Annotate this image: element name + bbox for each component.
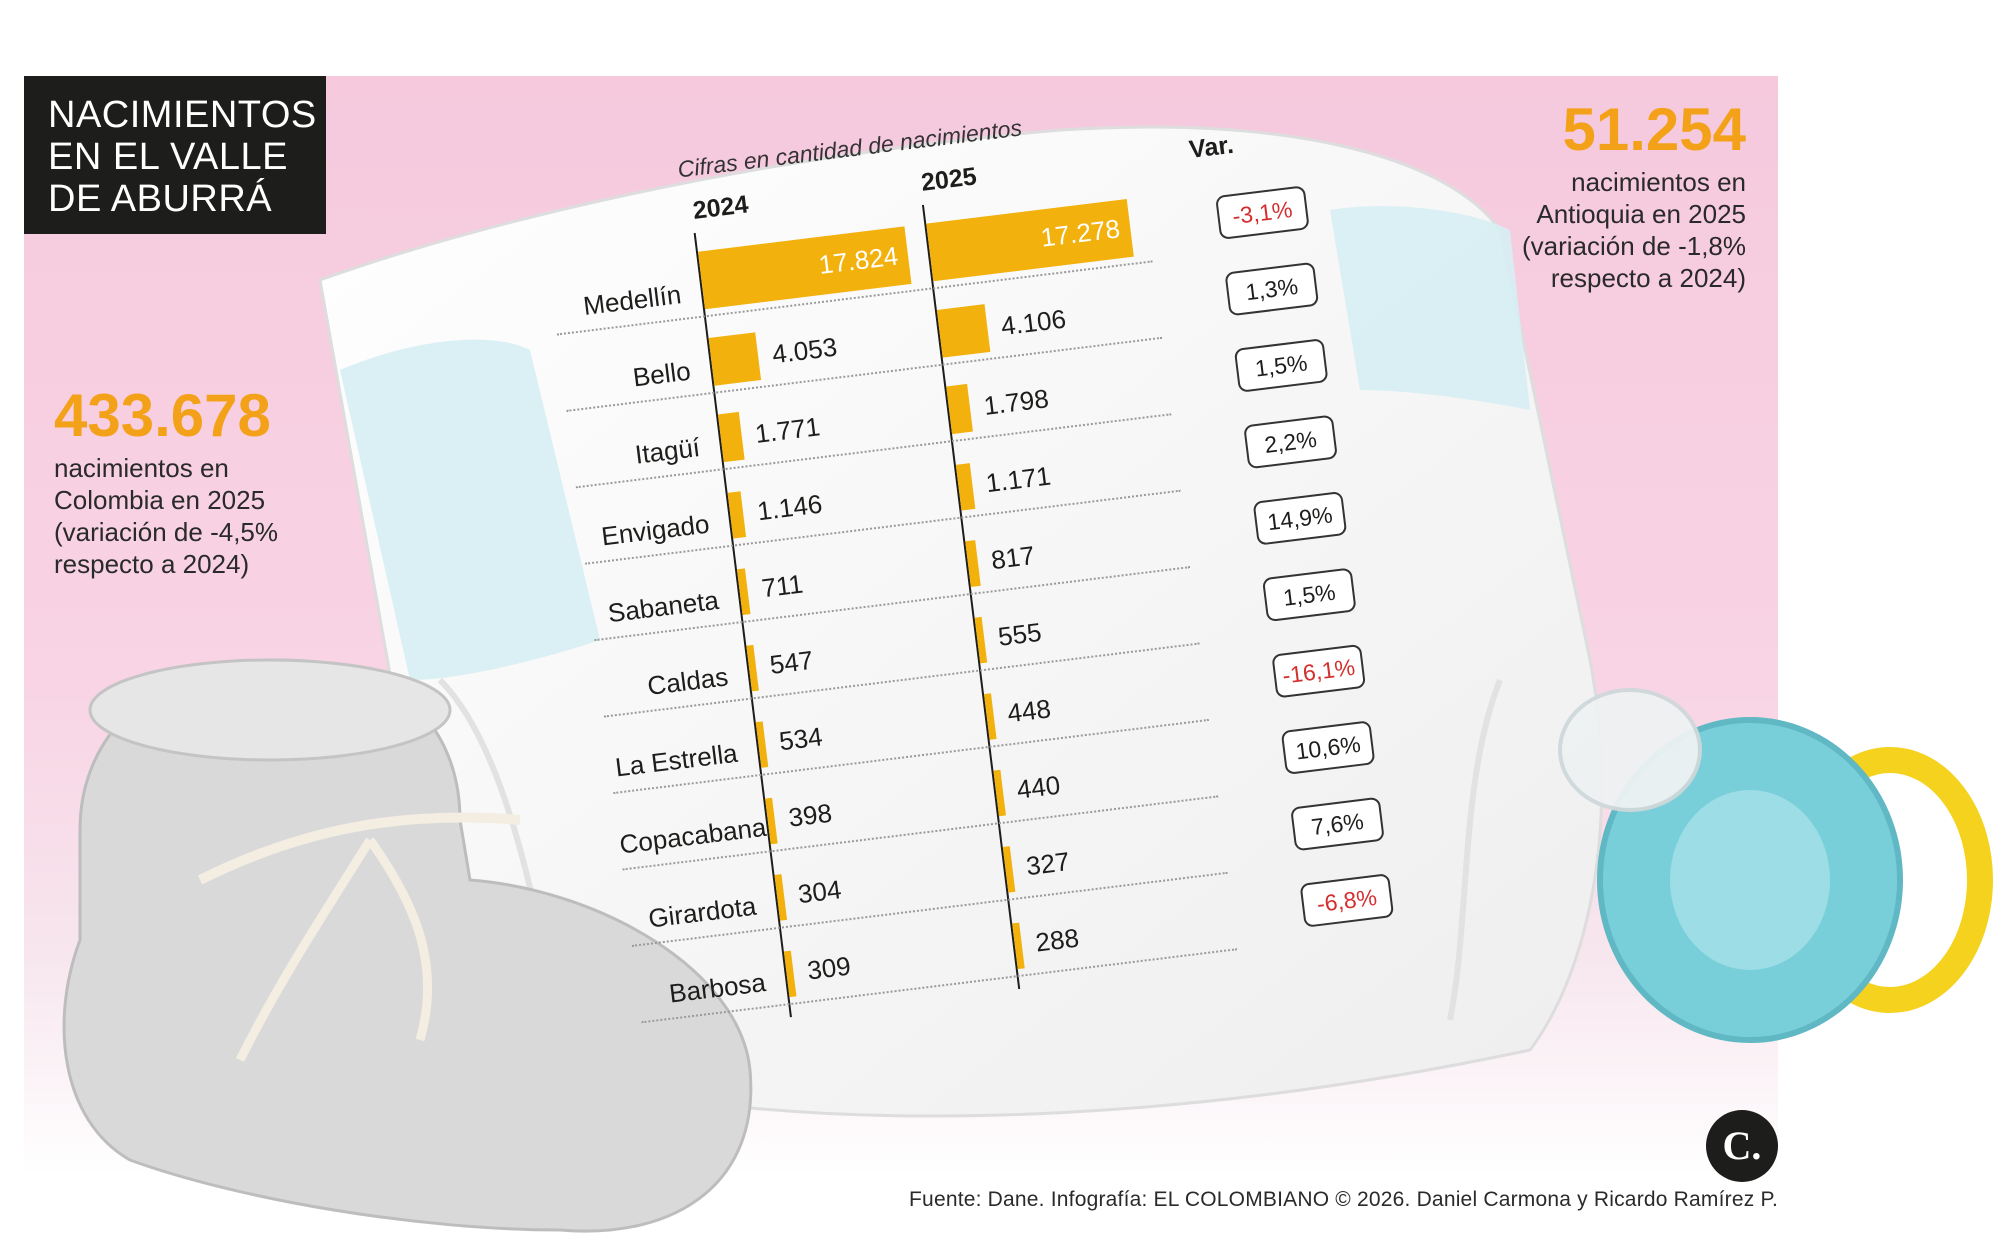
colombia-births-value: 433.678 [54, 382, 271, 449]
bar-2024 [774, 874, 788, 921]
stat-line: Antioquia en 2025 [1536, 199, 1746, 229]
value-label-2025: 817 [989, 540, 1037, 576]
value-label-2025: 555 [996, 616, 1044, 652]
bar-2025 [946, 383, 973, 435]
value-label-2024: 1.771 [753, 411, 822, 449]
variation-badge: -3,1% [1215, 185, 1310, 240]
bar-2025 [984, 693, 997, 740]
variation-badge: 1,5% [1233, 338, 1329, 393]
title-box: NACIMIENTOS EN EL VALLE DE ABURRÁ [24, 76, 326, 234]
value-label-2024: 398 [786, 797, 834, 833]
stat-line: (variación de -4,5% [54, 517, 278, 547]
bar-2025 [1012, 922, 1025, 970]
value-label-2024: 534 [777, 721, 825, 757]
value-label-2025: 1.798 [982, 383, 1051, 421]
variation-badge: 2,2% [1243, 414, 1338, 470]
value-label-2024: 309 [805, 950, 853, 986]
value-label-2024: 1.146 [755, 488, 824, 527]
bar-2024 [746, 644, 759, 692]
header-variation: Var. [1187, 130, 1236, 164]
city-label: Sabaneta [606, 584, 721, 629]
bar-2024 [755, 721, 769, 768]
city-label: Caldas [645, 661, 730, 701]
variation-badge: 10,6% [1280, 720, 1376, 775]
value-label-2024: 4.053 [770, 331, 839, 370]
city-label: Medellín [581, 279, 683, 321]
stat-line: nacimientos en [54, 453, 229, 483]
bar-2025 [955, 463, 976, 511]
baby-bootie-illustration [62, 658, 753, 1233]
title-line-1: NACIMIENTOS [48, 94, 317, 136]
value-label-2024: 304 [796, 874, 843, 910]
antioquia-births-description: nacimientos en Antioquia en 2025 (variac… [1522, 166, 1746, 294]
bar-2024 [736, 568, 751, 615]
bar-2025 [1002, 846, 1016, 893]
bar-2024 [765, 797, 778, 845]
stat-line: respecto a 2024) [54, 549, 250, 579]
pacifier-illustration [1558, 688, 1993, 1043]
value-label-2024: 547 [768, 644, 815, 680]
city-label: Bello [631, 355, 693, 393]
bar-2024 [783, 950, 797, 998]
colombia-births-description: nacimientos en Colombia en 2025 (variaci… [54, 452, 278, 580]
value-label-2025: 448 [1005, 693, 1053, 729]
city-label: Itagüí [633, 432, 702, 470]
births-table: Cifras en cantidad de nacimientos 2024 2… [536, 67, 1405, 1093]
title-line-2: EN EL VALLE [48, 136, 288, 178]
value-label-2025: 288 [1033, 922, 1081, 958]
value-label-2025: 327 [1024, 846, 1072, 882]
variation-badge: 1,3% [1224, 261, 1320, 317]
bar-2025 [936, 304, 991, 358]
header-2024: 2024 [691, 190, 750, 225]
title-line-3: DE ABURRÁ [48, 178, 273, 220]
variation-badge: 7,6% [1290, 796, 1385, 852]
header-2025: 2025 [919, 162, 979, 197]
variation-badge: 1,5% [1261, 567, 1357, 623]
bar-2024 [708, 332, 762, 386]
source-credit: Fuente: Dane. Infografía: EL COLOMBIANO … [909, 1188, 1778, 1211]
stat-line: (variación de -1,8% [1522, 231, 1746, 261]
bar-2024 [717, 411, 745, 463]
bar-2025 [974, 616, 988, 664]
variation-badge: -6,8% [1299, 873, 1395, 928]
city-label: Copacabana [617, 811, 768, 860]
city-label: La Estrella [613, 737, 740, 783]
value-label-2025: 440 [1015, 769, 1062, 805]
bar-2025 [965, 540, 981, 587]
stat-line: respecto a 2024) [1550, 263, 1746, 293]
bar-2025 [993, 769, 1006, 817]
el-colombiano-logo-icon: C. [1706, 1110, 1778, 1182]
stat-line: nacimientos en [1571, 167, 1746, 197]
variation-badge: -16,1% [1271, 643, 1367, 699]
city-label: Girardota [646, 890, 758, 934]
city-label: Envigado [599, 508, 711, 552]
variation-badge: 14,9% [1252, 491, 1348, 546]
value-label-2025: 1.171 [984, 460, 1053, 499]
antioquia-births-value: 51.254 [1562, 96, 1746, 163]
value-label-2024: 711 [759, 568, 805, 604]
value-label-2025: 4.106 [999, 303, 1068, 342]
city-label: Barbosa [667, 967, 768, 1009]
stat-line: Colombia en 2025 [54, 485, 266, 515]
bar-2024 [727, 491, 747, 539]
